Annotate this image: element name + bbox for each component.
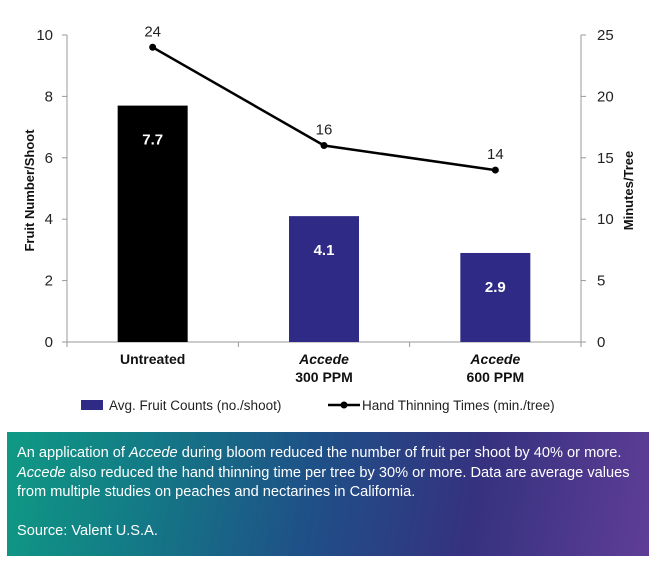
category-label-line2: 600 PPM <box>467 369 525 385</box>
bar-value-label: 7.7 <box>142 132 163 149</box>
left-tick-label: 4 <box>45 211 53 228</box>
bar-1 <box>117 105 188 342</box>
bar-2 <box>289 216 359 342</box>
category-label: Accede <box>298 351 349 367</box>
legend-line-label: Hand Thinning Times (min./tree) <box>362 398 555 413</box>
right-tick-label: 25 <box>597 27 614 44</box>
left-axis-title: Fruit Number/Shoot <box>22 129 37 252</box>
line-point <box>320 142 328 150</box>
line-series <box>152 46 496 172</box>
left-tick-label: 10 <box>36 27 53 44</box>
left-tick-label: 8 <box>45 88 53 105</box>
line-point-label: 14 <box>487 146 504 163</box>
caption-box: An application of Accede during bloom re… <box>7 432 649 556</box>
source-text: Source: Valent U.S.A. <box>17 522 158 539</box>
left-tick-label: 6 <box>45 150 53 167</box>
right-tick-label: 20 <box>597 88 614 105</box>
line-point-label: 16 <box>316 122 333 139</box>
category-label: Accede <box>469 351 520 367</box>
left-tick-label: 0 <box>45 334 53 351</box>
bar-value-label: 2.9 <box>485 279 506 296</box>
legend-bar-label: Avg. Fruit Counts (no./shoot) <box>109 398 281 413</box>
line-point-label: 24 <box>144 23 161 40</box>
right-tick-label: 15 <box>597 150 614 167</box>
right-tick-label: 10 <box>597 211 614 228</box>
category-label: Untreated <box>120 351 185 367</box>
right-tick-label: 0 <box>597 334 605 351</box>
line-point <box>491 166 499 174</box>
right-axis-title: Minutes/Tree <box>621 151 636 230</box>
caption-text: An application of Accede during bloom re… <box>17 445 630 500</box>
right-tick-label: 5 <box>597 273 605 290</box>
bar-3 <box>460 252 531 342</box>
left-tick-label: 2 <box>45 273 53 290</box>
legend-bar-swatch <box>81 400 103 410</box>
category-label-line2: 300 PPM <box>295 369 353 385</box>
bar-value-label: 4.1 <box>314 242 335 259</box>
legend-line-marker <box>340 401 348 409</box>
line-point <box>149 43 157 51</box>
